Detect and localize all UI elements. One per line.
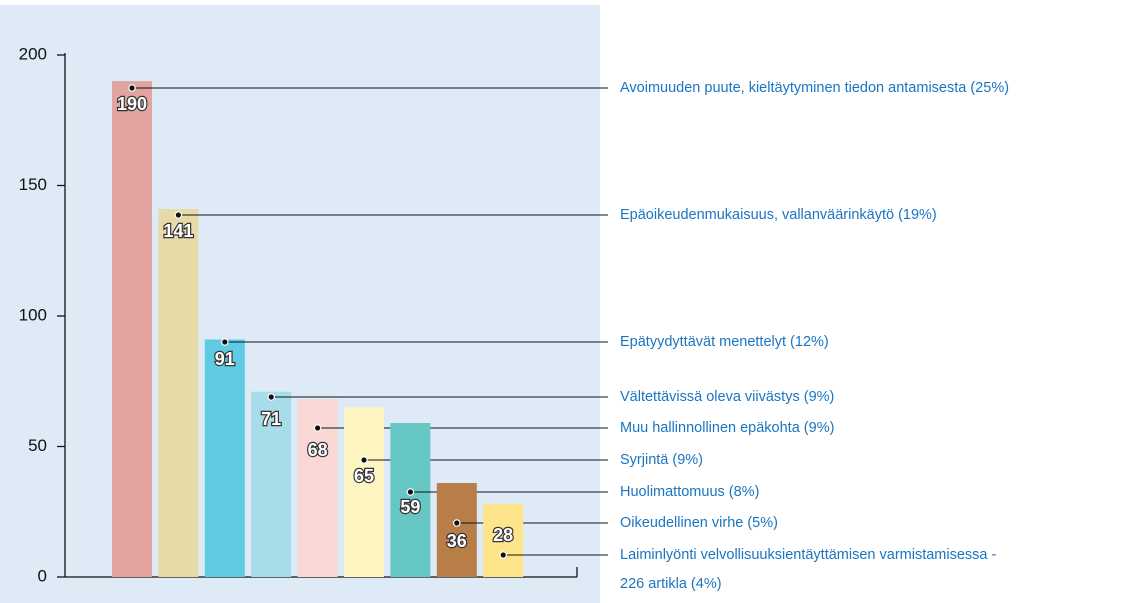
value-label: 190 (117, 94, 147, 114)
connector-dot (360, 456, 368, 464)
bar (483, 503, 524, 577)
category-label: Oikeudellinen virhe (5%) (620, 515, 778, 531)
value-label: 28 (493, 525, 513, 545)
connector-dot (174, 211, 183, 219)
y-tick-label: 150 (19, 175, 47, 194)
value-label: 91 (215, 349, 235, 369)
connector-dot (499, 551, 508, 559)
y-tick-label: 100 (19, 305, 47, 324)
bar (436, 483, 477, 577)
bar (390, 423, 431, 577)
value-label: 59 (400, 497, 420, 517)
category-label: Huolimattomuus (8%) (620, 484, 759, 500)
value-label: 36 (447, 531, 467, 551)
category-label: Epätyydyttävät menettelyt (12%) (620, 334, 829, 350)
bar (158, 208, 199, 578)
connector-dot (406, 488, 415, 496)
category-label: Avoimuuden puute, kieltäytyminen tiedon … (620, 80, 1009, 96)
connector-dot (313, 424, 322, 432)
bar (344, 407, 384, 577)
value-label: 68 (308, 440, 328, 460)
category-label: Epäoikeudenmukaisuus, vallanväärinkäytö … (620, 207, 937, 223)
connector-dot (128, 84, 136, 92)
category-label: Vältettävissä oleva viivästys (9%) (620, 389, 834, 405)
category-label: Syrjintä (9%) (620, 452, 703, 468)
connector-dot (267, 393, 276, 401)
y-tick-label: 50 (28, 436, 47, 455)
bar (251, 391, 292, 577)
y-tick-label: 0 (38, 566, 47, 585)
connector-dot (221, 338, 229, 346)
category-label: 226 artikla (4%) (620, 576, 722, 592)
value-label: 71 (261, 409, 281, 429)
bar (112, 81, 152, 577)
category-label: Laiminlyönti velvollisuuksientäyttämisen… (620, 547, 996, 563)
y-tick-label: 200 (19, 44, 47, 63)
category-label: Muu hallinnollinen epäkohta (9%) (620, 420, 834, 436)
value-label: 65 (354, 466, 374, 486)
connector-dot (452, 519, 461, 527)
bar (204, 339, 245, 577)
value-label: 141 (163, 221, 193, 241)
